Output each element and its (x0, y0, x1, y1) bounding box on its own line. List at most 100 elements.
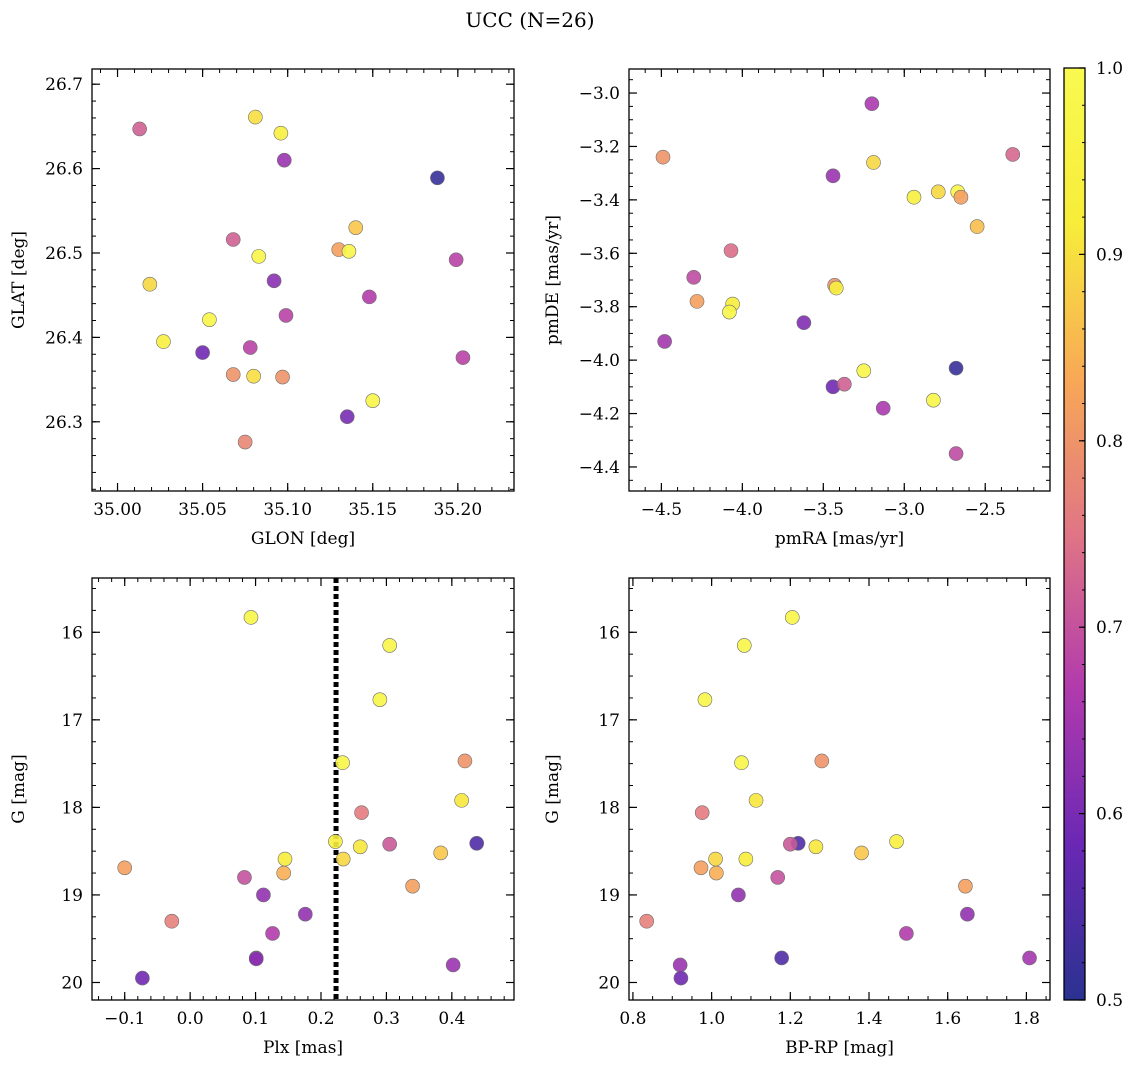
data-point (770, 870, 786, 885)
y-tick-label: 26.7 (45, 75, 83, 95)
x-tick-label: 1.0 (698, 1009, 725, 1029)
data-point (328, 834, 343, 849)
x-tick-label: 35.10 (263, 500, 312, 520)
data-point (736, 638, 752, 653)
y-tick-label: 26.3 (45, 413, 83, 433)
data-point (854, 845, 869, 861)
x-axis-label: BP-RP [mag] (785, 1038, 894, 1058)
data-point (708, 851, 723, 867)
data-point (430, 170, 445, 186)
x-tick-label: −3.0 (884, 500, 925, 520)
data-point (354, 805, 369, 820)
y-tick-label: −3.6 (579, 244, 620, 264)
panel-plx-g: −0.1 0.0 0.1 0.2 0.3 0.4 16 17 18 19 20 Plx [mas] G … (9, 577, 515, 1058)
data-point (694, 805, 710, 820)
data-point (276, 152, 292, 168)
data-point (372, 692, 388, 707)
data-point (132, 121, 147, 137)
y-axis-label: pmDE [mas/yr] (543, 215, 563, 345)
x-tick-label: −2.5 (965, 500, 1006, 520)
data-point (405, 878, 420, 894)
x-tick-label: 0.8 (619, 1009, 646, 1029)
data-point (457, 753, 473, 769)
x-tick-label: 1.4 (855, 1009, 882, 1029)
x-tick-label: 0.0 (177, 1009, 204, 1029)
y-tick-label: 26.4 (45, 328, 83, 348)
data-point (348, 220, 364, 235)
data-point (237, 434, 253, 450)
data-point (335, 755, 350, 771)
x-tick-label: 1.6 (934, 1009, 961, 1029)
x-tick-label: 0.1 (242, 1009, 269, 1029)
data-point (953, 189, 969, 205)
data-point (382, 836, 397, 852)
y-tick-label: 19 (598, 886, 620, 906)
data-point (969, 219, 985, 234)
panel-bprp-g: 0.8 1.0 1.2 1.4 1.6 1.8 16 17 18 19 20 BP-RP [mag] G… (543, 577, 1051, 1058)
y-tick-label: 26.5 (45, 244, 83, 264)
x-tick-label: 0.2 (307, 1009, 334, 1029)
x-tick-label: 35.20 (434, 500, 483, 520)
data-point (738, 851, 754, 867)
data-point (273, 125, 289, 141)
data-point (856, 363, 872, 379)
data-point (709, 865, 724, 881)
data-point (251, 249, 267, 264)
y-tick-label: −3.0 (579, 84, 620, 104)
data-point (828, 280, 844, 296)
y-axis-label: GLAT [deg] (9, 231, 29, 329)
x-axis-label: GLON [deg] (251, 529, 355, 549)
x-tick-label: −3.5 (803, 500, 844, 520)
data-point (734, 755, 749, 771)
data-point (731, 887, 746, 903)
data-point (784, 610, 800, 625)
data-point (365, 393, 381, 408)
y-tick-label: 17 (598, 711, 620, 731)
y-axis-label: G [mag] (9, 754, 29, 823)
data-point (266, 273, 282, 289)
data-point (1022, 950, 1037, 966)
data-point (243, 610, 259, 625)
data-point (748, 793, 764, 808)
panel-glon-glat: 35.00 35.05 35.10 35.15 35.20 26.3 26.4 26.5 26.… (9, 68, 515, 549)
data-point (248, 951, 264, 967)
x-axis-label: pmRA [mas/yr] (775, 529, 904, 549)
data-point (195, 345, 210, 360)
data-point (774, 950, 789, 966)
data-point (135, 970, 150, 986)
data-point (156, 334, 171, 349)
data-point (246, 368, 261, 384)
data-point (445, 957, 461, 973)
y-tick-label: 16 (598, 623, 620, 643)
data-point (242, 340, 258, 355)
colorbar-tick-label: 0.8 (1096, 432, 1123, 452)
y-tick-label: 26.6 (45, 160, 83, 180)
data-point (693, 860, 709, 876)
y-tick-label: −3.8 (579, 298, 620, 318)
data-point (686, 270, 702, 285)
data-point (783, 836, 798, 852)
data-point (433, 845, 449, 861)
data-point (672, 957, 688, 973)
data-point (248, 109, 263, 125)
x-tick-label: −4.5 (641, 500, 682, 520)
x-tick-label: 35.00 (93, 500, 142, 520)
y-axis-label: G [mag] (543, 754, 563, 823)
data-point (948, 360, 964, 376)
y-tick-label: −3.2 (579, 137, 620, 157)
axes-frame (91, 577, 515, 1001)
data-point (689, 294, 705, 309)
data-point (256, 887, 271, 903)
data-point (889, 834, 904, 849)
x-tick-label: 0.4 (438, 1009, 465, 1029)
colorbar-tick-label: 0.6 (1096, 805, 1123, 825)
data-point (448, 252, 464, 268)
y-tick-label: 20 (598, 973, 620, 993)
x-axis-label: Plx [mas] (263, 1038, 343, 1058)
data-point (142, 276, 158, 292)
data-point (814, 753, 830, 769)
data-point (454, 793, 469, 808)
data-point (825, 168, 841, 184)
colorbar-tick-label: 0.9 (1096, 245, 1123, 265)
data-point (948, 446, 964, 461)
